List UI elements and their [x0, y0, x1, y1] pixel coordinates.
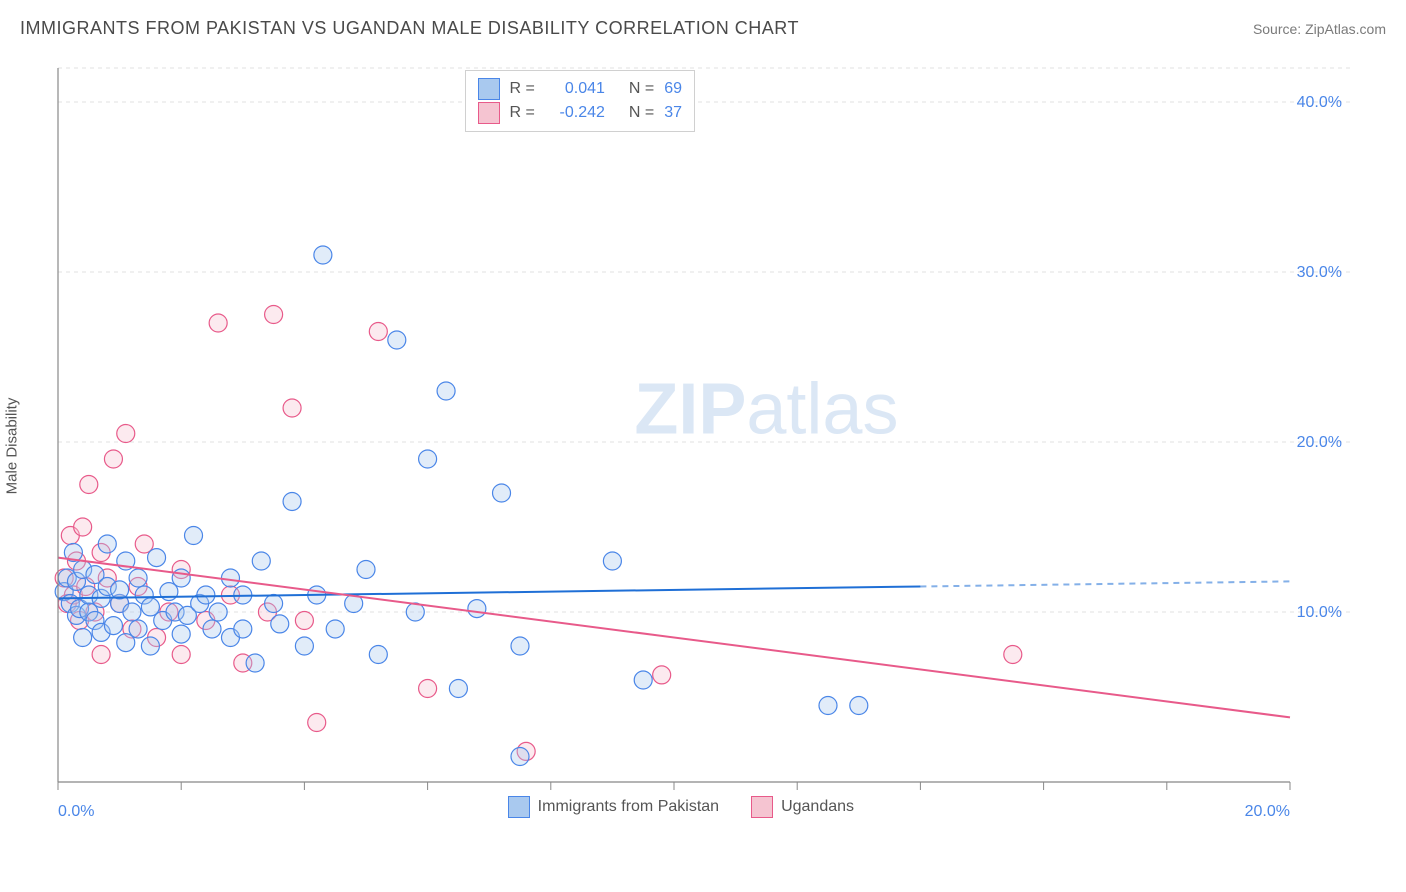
legend-label: Immigrants from Pakistan [538, 798, 719, 816]
data-point [74, 518, 92, 536]
legend-n-value: 37 [664, 104, 682, 122]
data-point [252, 552, 270, 570]
legend-n-label: N = [629, 80, 654, 98]
x-tick-label: 20.0% [1245, 803, 1290, 820]
scatter-plot: ZIPatlas 0.0% 20.0% 10.0% 20.0% 30.0% 40.0% R … [50, 60, 1350, 830]
data-point [117, 425, 135, 443]
data-point [819, 697, 837, 715]
data-point [129, 620, 147, 638]
data-point [326, 620, 344, 638]
data-point [265, 306, 283, 324]
data-point [357, 561, 375, 579]
legend-row: R = -0.242 N = 37 [478, 101, 682, 125]
data-point [209, 314, 227, 332]
data-point [246, 654, 264, 672]
legend-label: Ugandans [781, 798, 854, 816]
y-tick-label: 10.0% [1297, 604, 1342, 621]
data-point [653, 666, 671, 684]
regression-line [58, 587, 920, 599]
legend-swatch [751, 796, 773, 818]
legend-r-label: R = [510, 80, 535, 98]
data-point [234, 620, 252, 638]
data-point [295, 612, 313, 630]
data-point [123, 603, 141, 621]
data-point [148, 549, 166, 567]
y-axis-label: Male Disability [4, 398, 21, 495]
legend-item: Immigrants from Pakistan [508, 796, 719, 818]
data-point [1004, 646, 1022, 664]
data-point [172, 625, 190, 643]
data-point [141, 637, 159, 655]
data-point [468, 600, 486, 618]
data-point [634, 671, 652, 689]
data-point [308, 714, 326, 732]
data-point [603, 552, 621, 570]
data-point [172, 569, 190, 587]
data-point [98, 535, 116, 553]
legend-n-value: 69 [664, 80, 682, 98]
data-point [104, 617, 122, 635]
data-point [388, 331, 406, 349]
data-point [221, 569, 239, 587]
chart-svg: ZIPatlas 0.0% 20.0% 10.0% 20.0% 30.0% 40.0% [50, 60, 1350, 830]
legend-r-value: -0.242 [545, 104, 605, 122]
correlation-legend: R = 0.041 N = 69 R = -0.242 N = 37 [465, 70, 695, 132]
y-tick-label: 30.0% [1297, 264, 1342, 281]
data-point [197, 586, 215, 604]
x-tick-label: 0.0% [58, 803, 94, 820]
legend-swatch [478, 78, 500, 100]
data-point [92, 646, 110, 664]
source-label: Source: ZipAtlas.com [1253, 21, 1386, 37]
legend-row: R = 0.041 N = 69 [478, 77, 682, 101]
data-point [369, 646, 387, 664]
data-point [283, 493, 301, 511]
data-point [104, 450, 122, 468]
y-tick-label: 40.0% [1297, 94, 1342, 111]
data-point [437, 382, 455, 400]
data-point [80, 476, 98, 494]
watermark: ZIPatlas [634, 370, 898, 450]
legend-n-label: N = [629, 104, 654, 122]
y-tick-label: 20.0% [1297, 434, 1342, 451]
legend-swatch [508, 796, 530, 818]
data-point [74, 629, 92, 647]
data-point [283, 399, 301, 417]
data-point [271, 615, 289, 633]
data-point [185, 527, 203, 545]
series-legend: Immigrants from Pakistan Ugandans [508, 796, 854, 818]
legend-r-value: 0.041 [545, 80, 605, 98]
data-point [314, 246, 332, 264]
data-point [172, 646, 190, 664]
data-point [449, 680, 467, 698]
data-point [203, 620, 221, 638]
data-point [129, 569, 147, 587]
legend-swatch [478, 102, 500, 124]
data-point [493, 484, 511, 502]
data-point [511, 748, 529, 766]
data-point [111, 581, 129, 599]
data-point [419, 450, 437, 468]
regression-line-extrapolated [920, 581, 1290, 586]
data-point [295, 637, 313, 655]
data-point [369, 323, 387, 341]
data-point [850, 697, 868, 715]
legend-r-label: R = [510, 104, 535, 122]
data-point [511, 637, 529, 655]
data-point [209, 603, 227, 621]
legend-item: Ugandans [751, 796, 854, 818]
chart-title: IMMIGRANTS FROM PAKISTAN VS UGANDAN MALE… [20, 18, 799, 39]
data-point [419, 680, 437, 698]
data-point [265, 595, 283, 613]
